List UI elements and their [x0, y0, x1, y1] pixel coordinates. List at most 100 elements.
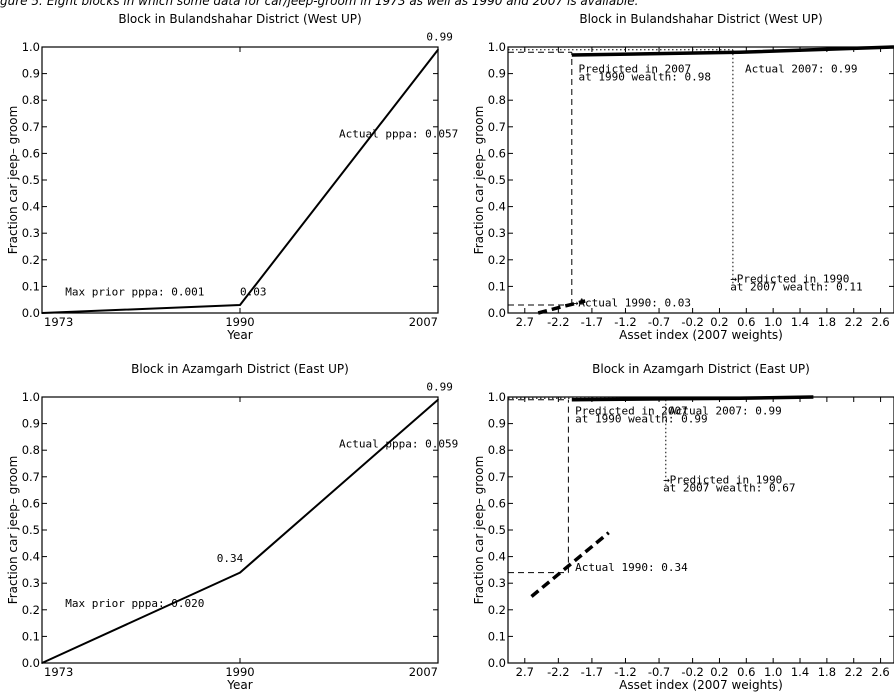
x-tick-label: 2007	[409, 315, 438, 329]
x-tick-label: 1.0	[764, 315, 782, 329]
y-tick-label: 1.0	[488, 40, 506, 54]
x-tick-label: 1.8	[818, 665, 836, 679]
y-tick-label: 0.9	[488, 417, 506, 431]
y-tick-label: 1.0	[22, 390, 40, 404]
x-tick-label: 0.2	[710, 315, 728, 329]
y-tick-label: 0.7	[22, 120, 40, 134]
x-tick-label: 1.4	[791, 665, 809, 679]
y-tick-label: 0.5	[22, 523, 40, 537]
annotation: →Predicted in 1990	[730, 272, 849, 285]
chart-tl: Block in Bulandshahar District (West UP)…	[6, 12, 458, 342]
y-tick-label: 0.9	[488, 67, 506, 81]
y-tick-label: 0.1	[488, 629, 506, 643]
x-tick-label: 2.2	[845, 665, 863, 679]
y-tick-label: 0.3	[22, 226, 40, 240]
x-tick-label: 1990	[225, 315, 254, 329]
y-tick-label: 1.0	[488, 390, 506, 404]
series-line	[41, 49, 439, 314]
annotation: Actual 1990: 0.34	[575, 561, 688, 574]
x-tick-label: -1.2	[614, 665, 636, 679]
figure-caption: gure 5: Eight blocks in which some data …	[0, 0, 639, 8]
y-tick-label: 0.8	[488, 93, 506, 107]
y-axis-label: Fraction car jeep– groom	[472, 456, 486, 605]
y-tick-label: 0.8	[22, 93, 40, 107]
annotation: at 1990 wealth: 0.99	[575, 412, 707, 425]
series-line-1990	[530, 531, 610, 598]
y-tick-label: 0.9	[22, 417, 40, 431]
data-point	[41, 312, 43, 314]
x-tick-label: 0.6	[737, 315, 755, 329]
annotation: Predicted in 2007	[578, 62, 691, 75]
y-tick-label: 1.0	[22, 40, 40, 54]
x-tick-label: 0.2	[710, 665, 728, 679]
plot-frame	[41, 46, 439, 314]
annotation: at 2007 wealth: 0.67	[663, 481, 795, 494]
x-tick-label: 2007	[409, 665, 438, 679]
x-tick-label: 1.0	[764, 665, 782, 679]
y-tick-label: 0.3	[22, 576, 40, 590]
y-tick-label: 0.2	[488, 253, 506, 267]
x-axis-label: Asset index (2007 weights)	[619, 678, 783, 692]
chart-title: Block in Bulandshahar District (West UP)	[579, 12, 822, 26]
x-tick-label: 1973	[44, 665, 73, 679]
y-tick-label: 0.5	[488, 173, 506, 187]
y-tick-label: 0.7	[22, 470, 40, 484]
data-point	[41, 662, 43, 664]
annotation: Actual pppa: 0.057	[339, 127, 458, 140]
x-tick-label: -2.2	[547, 665, 569, 679]
series-line-1990	[537, 299, 586, 315]
y-tick-label: 0.0	[488, 656, 506, 670]
y-tick-label: 0.0	[22, 656, 40, 670]
y-tick-label: 0.6	[488, 146, 506, 160]
chart-title: Block in Azamgarh District (East UP)	[131, 362, 349, 376]
x-tick-label: -2.2	[547, 315, 569, 329]
x-tick-label: 2.2	[845, 315, 863, 329]
x-axis-label: Year	[226, 678, 252, 692]
y-tick-label: 0.9	[22, 67, 40, 81]
y-axis-label: Fraction car jeep– groom	[6, 456, 20, 605]
data-point	[239, 571, 241, 574]
annotation: →Actual 1990: 0.03	[572, 296, 691, 309]
y-tick-label: 0.5	[488, 523, 506, 537]
annotation: at 1990 wealth: 0.98	[578, 70, 710, 83]
y-tick-label: 0.7	[488, 470, 506, 484]
y-tick-label: 0.4	[488, 200, 506, 214]
y-tick-label: 0.4	[22, 550, 40, 564]
x-tick-label: 1.4	[791, 315, 809, 329]
x-axis-label: Asset index (2007 weights)	[619, 328, 783, 342]
y-axis-label: Fraction car jeep– groom	[472, 106, 486, 255]
x-tick-label: -1.2	[614, 315, 636, 329]
y-tick-label: 0.6	[22, 496, 40, 510]
x-axis-label: Year	[226, 328, 252, 342]
annotation: Max prior pppa: 0.001	[65, 286, 204, 299]
y-tick-label: 0.3	[488, 576, 506, 590]
annotation: 0.99	[426, 30, 453, 43]
x-tick-label: 2.7	[516, 315, 534, 329]
y-tick-label: 0.6	[488, 496, 506, 510]
y-tick-label: 0.2	[488, 603, 506, 617]
x-tick-label: 1973	[44, 315, 73, 329]
x-tick-label: -0.2	[681, 315, 703, 329]
annotation: Actual 2007: 0.99	[745, 62, 858, 75]
y-axis-label: Fraction car jeep– groom	[6, 106, 20, 255]
annotation: Actual 2007: 0.99	[669, 404, 782, 417]
x-tick-label: 2.7	[516, 665, 534, 679]
y-tick-label: 0.4	[22, 200, 40, 214]
x-tick-label: 0.6	[737, 665, 755, 679]
annotation: →Predicted in 1990	[663, 473, 782, 486]
y-tick-label: 0.0	[488, 306, 506, 320]
y-tick-label: 0.2	[22, 253, 40, 267]
annotation: at 2007 wealth: 0.11	[730, 280, 862, 293]
y-tick-label: 0.8	[22, 443, 40, 457]
y-tick-label: 0.3	[488, 226, 506, 240]
y-tick-label: 0.2	[22, 603, 40, 617]
series-line-2007	[571, 395, 814, 402]
chart-bl: Block in Azamgarh District (East UP) 0.0 0…	[6, 362, 458, 692]
x-tick-label: 2.6	[871, 665, 889, 679]
x-tick-label: 1.8	[818, 315, 836, 329]
chart-br: Block in Azamgarh District (East UP) 0.0 0…	[472, 362, 894, 692]
annotation: Max prior pppa: 0.020	[65, 597, 204, 610]
data-point	[239, 304, 241, 306]
series-line-2007	[571, 45, 894, 57]
